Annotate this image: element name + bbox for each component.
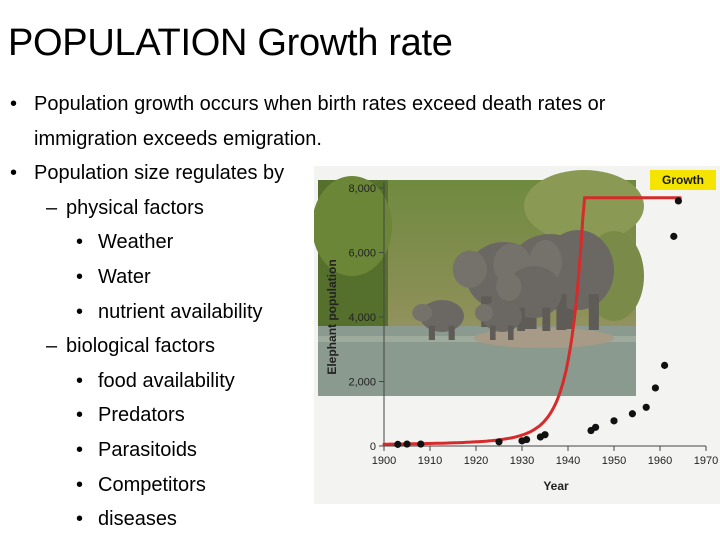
data-point: [628, 410, 636, 418]
elephant-leg: [490, 325, 496, 340]
data-point: [670, 232, 678, 240]
bullet-text: Weather: [98, 231, 174, 254]
data-point: [403, 440, 411, 448]
bullet-dot-icon: •: [76, 404, 84, 427]
bullet-text: immigration exceeds emigration.: [34, 127, 322, 150]
x-tick-label: 1940: [556, 455, 580, 467]
bullet-line-level3: • food availability: [76, 369, 235, 393]
elephant-leg: [508, 325, 514, 340]
bullet-dot-icon: •: [76, 300, 84, 323]
elephant-leg: [542, 307, 551, 331]
data-point: [541, 431, 549, 439]
data-point: [417, 440, 425, 448]
y-axis-label: Elephant population: [325, 259, 339, 374]
bullet-line-level3: • Predators: [76, 403, 185, 427]
bullet-line-level3: • Weather: [76, 230, 174, 254]
x-tick-label: 1950: [602, 455, 626, 467]
bullet-dot-icon: •: [76, 266, 84, 288]
y-tick-label: 4,000: [348, 312, 376, 324]
data-point: [523, 435, 531, 444]
bullet-line-level3: • Water: [76, 265, 151, 289]
bullet-text: food availability: [98, 369, 235, 392]
bullet-text: Population size regulates by: [34, 162, 285, 185]
elephant-leg: [588, 294, 599, 330]
bullet-text: Water: [98, 266, 151, 288]
bullet-dot-icon: •: [76, 369, 84, 392]
bullet-line-level2: – physical factors: [46, 196, 204, 220]
elephant-population-chart: 0 2,000 4,000 6,000 8,000 1900 1910 1920 1930 194…: [314, 166, 720, 504]
bullet-text: Population growth occurs when birth rate…: [34, 93, 606, 115]
dash-bullet-icon: –: [46, 335, 58, 358]
x-tick-label: 1900: [372, 455, 396, 467]
x-axis-label: Year: [543, 479, 569, 493]
bullet-text: Predators: [98, 404, 185, 427]
bullet-dot-icon: •: [76, 473, 84, 496]
bullet-line-level1: • Population size regulates by: [10, 161, 285, 185]
elephant-leg: [448, 325, 455, 340]
elephant-photo: [314, 170, 644, 396]
bullet-text: biological factors: [66, 335, 215, 358]
data-point: [610, 417, 618, 425]
elephant-head: [475, 304, 493, 322]
elephant-head: [496, 272, 522, 302]
growth-badge: [650, 170, 716, 190]
data-point: [642, 403, 650, 411]
elephant-head: [412, 304, 433, 322]
bullet-text: Parasitoids: [98, 439, 197, 461]
elephant-leg: [428, 325, 435, 340]
elephant-body: [506, 266, 562, 318]
data-point: [651, 384, 659, 392]
bullet-line-level3: • Parasitoids: [76, 438, 197, 462]
bullet-line-level3: • Competitors: [76, 473, 206, 497]
bullet-line-level1: immigration exceeds emigration.: [34, 127, 322, 151]
elephant-leg: [562, 294, 575, 329]
y-tick-label: 8,000: [348, 183, 376, 195]
bullet-line-level3: • diseases: [76, 507, 177, 531]
data-point: [592, 423, 600, 431]
bullet-text: diseases: [98, 508, 177, 531]
elephant-head: [452, 250, 487, 288]
data-point: [661, 361, 669, 369]
bullet-dot-icon: •: [10, 162, 18, 185]
x-tick-label: 1960: [648, 455, 672, 467]
x-tick-label: 1930: [510, 455, 534, 467]
y-tick-label: 2,000: [348, 377, 376, 389]
data-point: [495, 438, 503, 446]
bullet-dot-icon: •: [76, 439, 84, 461]
bullet-text: physical factors: [66, 196, 204, 219]
data-point: [674, 197, 682, 205]
x-tick-label: 1970: [694, 455, 718, 467]
y-tick-label: 6,000: [348, 248, 376, 260]
x-tick-label: 1910: [418, 455, 442, 467]
elephant-leg: [556, 294, 567, 330]
elephant-body: [420, 300, 464, 332]
bullet-line-level2: – biological factors: [46, 334, 215, 358]
x-tick-label: 1920: [464, 455, 488, 467]
bullet-text: Competitors: [98, 473, 206, 496]
growth-badge-label: Growth: [662, 173, 704, 187]
slide-title: POPULATION Growth rate: [8, 22, 453, 64]
data-point: [394, 440, 402, 448]
growth-curve: [382, 196, 682, 446]
elephant-body: [482, 300, 522, 332]
bullet-dot-icon: •: [10, 93, 18, 115]
bullet-dot-icon: •: [76, 508, 84, 531]
bullet-line-level1: • Population growth occurs when birth rat…: [10, 92, 606, 116]
y-tick-label: 0: [370, 441, 376, 453]
dash-bullet-icon: –: [46, 196, 58, 219]
chart-svg: 0 2,000 4,000 6,000 8,000 1900 1910 1920 1930 194…: [314, 166, 720, 504]
bullet-line-level3: • nutrient availability: [76, 300, 263, 324]
bullet-text: nutrient availability: [98, 300, 263, 323]
bullet-dot-icon: •: [76, 231, 84, 254]
tree-canopy: [314, 176, 392, 276]
